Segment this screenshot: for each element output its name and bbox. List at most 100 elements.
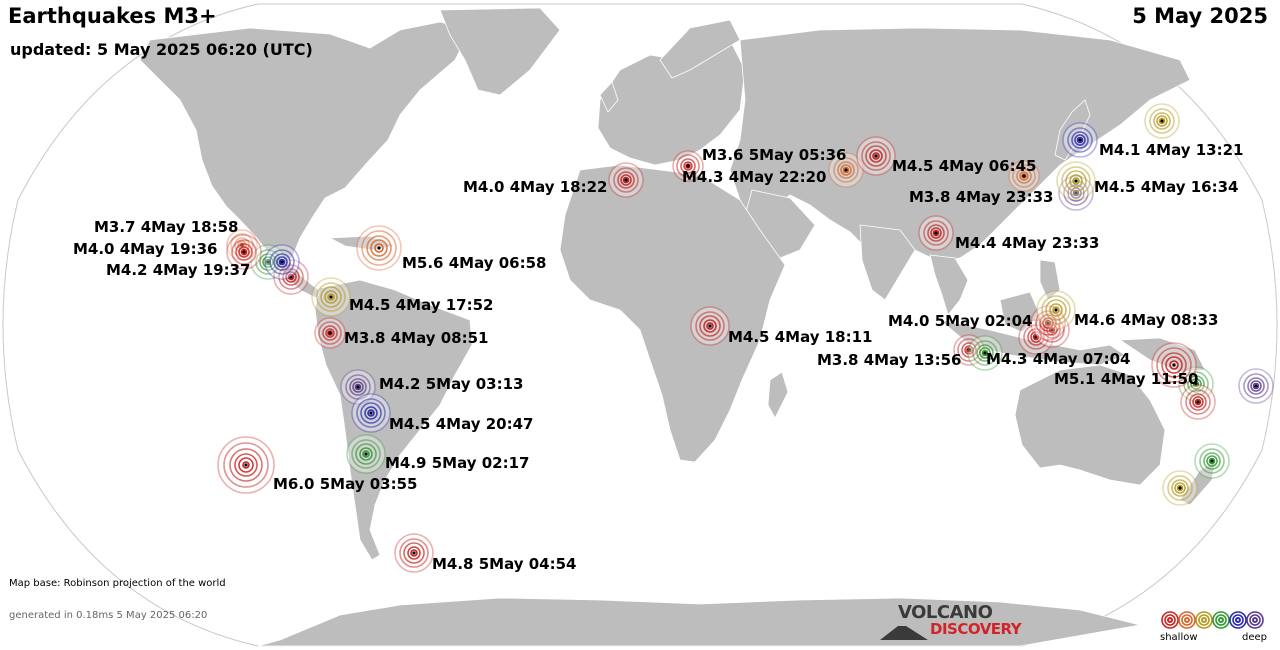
- quake-marker[interactable]: [953, 334, 985, 366]
- volcano-discovery-logo[interactable]: VOLCANO DISCOVERY: [880, 602, 1040, 642]
- quake-ring: [364, 406, 378, 420]
- quake-ring: [1067, 127, 1093, 153]
- quake-marker[interactable]: [672, 150, 704, 182]
- scandinavia: [659, 19, 741, 79]
- quake-label: M4.3 4May 07:04: [986, 350, 1131, 368]
- quake-ring: [278, 264, 304, 290]
- new-guinea: [1118, 337, 1206, 373]
- quake-ring: [617, 171, 635, 189]
- quake-marker-japan-east[interactable]: [1144, 103, 1180, 139]
- quake-ring: [349, 378, 367, 396]
- generated-note: generated in 0.18ms 5 May 2025 06:20: [9, 610, 208, 621]
- quake-marker[interactable]: [690, 306, 730, 346]
- quake-ring: [1161, 352, 1187, 378]
- philippines: [1039, 259, 1061, 301]
- quake-ring: [1065, 170, 1087, 192]
- quake-ring: [842, 166, 850, 174]
- quake-ring: [1071, 131, 1089, 149]
- quake-label: M4.0 4May 18:22: [463, 178, 608, 196]
- quake-ring: [706, 322, 714, 330]
- quake-ring: [1061, 166, 1091, 196]
- quake-marker[interactable]: [608, 162, 644, 198]
- quake-marker[interactable]: [340, 369, 376, 405]
- quake-epicenter-dot: [412, 551, 416, 555]
- quake-epicenter-dot: [624, 178, 628, 182]
- madagascar: [767, 371, 789, 419]
- quake-marker[interactable]: [1151, 342, 1197, 388]
- india: [859, 224, 916, 301]
- quake-marker[interactable]: [356, 225, 402, 271]
- legend-depth-circle: [1232, 614, 1244, 626]
- quake-ring: [1171, 479, 1189, 497]
- quake-marker[interactable]: [1056, 161, 1096, 201]
- quake-ring: [354, 383, 362, 391]
- quake-marker[interactable]: [967, 335, 1003, 371]
- quake-ring: [1187, 375, 1205, 393]
- south-america: [314, 279, 473, 561]
- quake-ring: [367, 409, 375, 417]
- quake-ring: [223, 442, 269, 488]
- quake-marker[interactable]: [394, 533, 434, 573]
- quake-ring: [1027, 328, 1045, 346]
- quake-marker[interactable]: [311, 277, 351, 317]
- quake-marker[interactable]: [918, 215, 954, 251]
- quake-ring: [1049, 303, 1063, 317]
- quake-ring: [979, 347, 991, 359]
- quake-ring: [238, 246, 250, 258]
- quake-ring: [1072, 177, 1080, 185]
- quake-ring: [676, 154, 700, 178]
- quake-epicenter-dot: [1196, 400, 1200, 404]
- volcano-icon: [880, 626, 928, 640]
- quake-ring: [1190, 378, 1202, 390]
- quake-ring: [327, 330, 333, 336]
- quake-ring: [235, 243, 253, 261]
- quake-marker[interactable]: [351, 393, 391, 433]
- legend-depth-circle: [1201, 617, 1207, 623]
- quake-ring: [410, 549, 418, 557]
- borneo: [999, 291, 1041, 333]
- quake-ring: [1194, 398, 1202, 406]
- quake-marker-new-zealand[interactable]: [1162, 470, 1198, 506]
- quake-marker[interactable]: [1036, 290, 1076, 330]
- quake-ring: [229, 448, 263, 482]
- quake-marker[interactable]: [264, 244, 300, 280]
- quake-marker-kermadec[interactable]: [1194, 443, 1230, 479]
- quake-ring: [1156, 347, 1192, 383]
- quake-ring: [927, 224, 945, 242]
- quake-epicenter-dot: [1034, 335, 1038, 339]
- quake-label: M4.3 4May 22:20: [682, 168, 827, 186]
- quake-marker[interactable]: [217, 436, 275, 494]
- quake-marker[interactable]: [856, 136, 896, 176]
- quake-marker[interactable]: [828, 152, 864, 188]
- quake-epicenter-dot: [242, 250, 246, 254]
- quake-ring: [930, 227, 942, 239]
- quake-marker[interactable]: [314, 317, 346, 349]
- quake-ring: [1070, 187, 1082, 199]
- legend-depth-circle: [1218, 617, 1224, 623]
- quake-ring: [276, 256, 288, 268]
- quake-ring: [972, 340, 998, 366]
- quake-marker-guatemala-extra[interactable]: [273, 259, 309, 295]
- quake-ring: [1169, 360, 1179, 370]
- quake-marker[interactable]: [1062, 122, 1098, 158]
- quake-ring: [1176, 484, 1184, 492]
- quake-epicenter-dot: [1078, 138, 1082, 142]
- quake-epicenter-dot: [1172, 363, 1176, 367]
- quake-marker-fiji[interactable]: [1238, 368, 1274, 404]
- quake-ring: [362, 450, 370, 458]
- quake-marker-solomon-extra[interactable]: [1180, 384, 1216, 420]
- quake-epicenter-dot: [369, 411, 373, 415]
- quake-epicenter-dot: [328, 331, 332, 335]
- quake-marker[interactable]: [1008, 160, 1040, 192]
- legend-depth-circle: [1178, 611, 1196, 629]
- legend-shallow-label: shallow: [1160, 632, 1198, 643]
- map-base-note: Map base: Robinson projection of the wor…: [9, 578, 226, 589]
- quake-ring: [1156, 115, 1168, 127]
- quake-ring: [865, 145, 887, 167]
- quake-ring: [356, 398, 386, 428]
- land-masses: [139, 7, 1216, 647]
- quake-ring: [1069, 174, 1083, 188]
- quake-marker[interactable]: [226, 234, 262, 270]
- quake-marker[interactable]: [346, 434, 386, 474]
- quake-epicenter-dot: [364, 452, 368, 456]
